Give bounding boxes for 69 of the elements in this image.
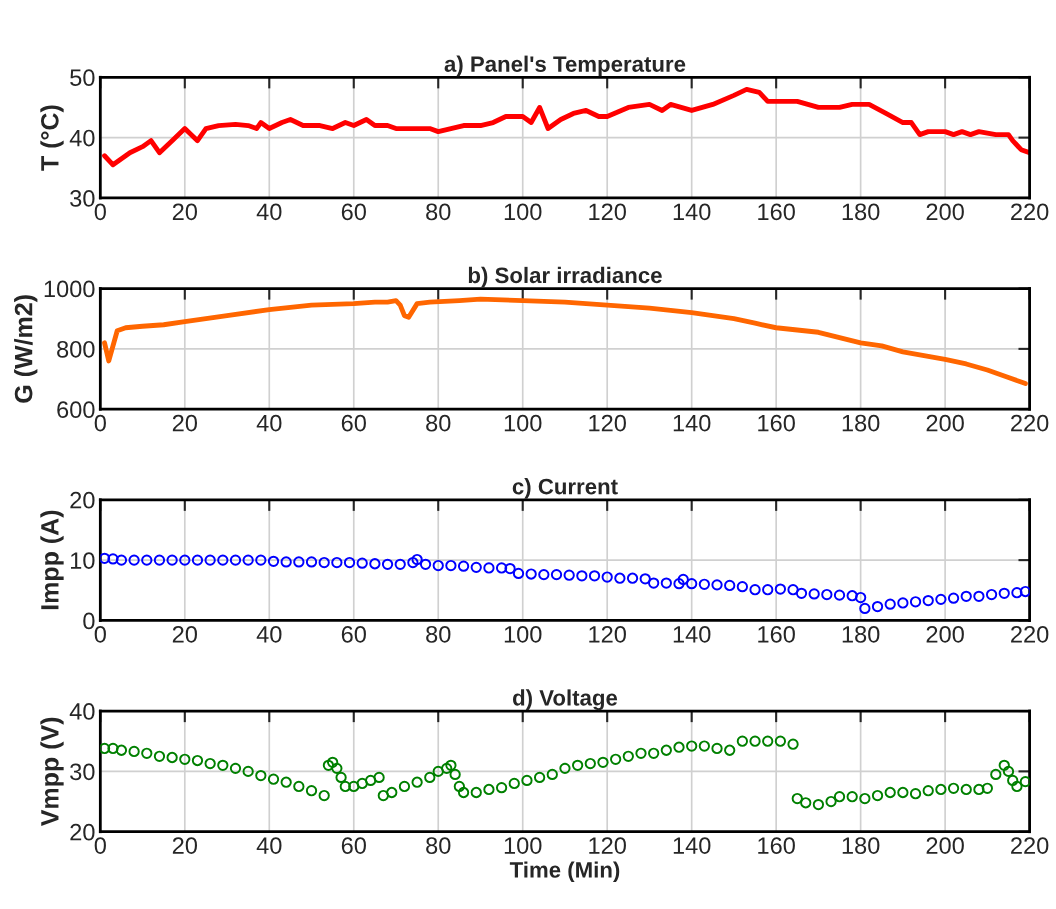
x-tick-label: 0 [94, 414, 106, 432]
y-tick-label: 30 [70, 763, 95, 781]
x-tick-label: 120 [589, 203, 626, 221]
y-tick-label: 600 [57, 401, 95, 419]
x-tick-label: 160 [758, 414, 795, 432]
y-tick-label: 10 [71, 552, 95, 569]
x-tick-label: 160 [758, 625, 795, 643]
x-tick-label: 180 [842, 625, 880, 643]
x-tick-label: 40 [256, 203, 282, 221]
x-tick-label: 80 [426, 837, 451, 854]
y-tick-label: 20 [70, 823, 95, 841]
y-axis-title: Impp (A) [40, 510, 64, 610]
chart-title: d) Voltage [512, 689, 618, 711]
x-tick-label: 120 [589, 414, 626, 432]
y-axis-title: Vmpp (V) [40, 717, 64, 827]
x-tick-label: 80 [426, 625, 451, 643]
x-tick-label: 140 [673, 837, 711, 854]
chart-title: c) Current [512, 478, 618, 499]
x-tick-label: 100 [504, 414, 542, 432]
x-axis-title: Time (Min) [509, 861, 620, 883]
x-tick-label: 200 [926, 837, 964, 854]
x-tick-label: 120 [589, 625, 626, 643]
x-tick-label: 160 [758, 837, 795, 854]
x-tick-label: 60 [341, 837, 366, 854]
x-tick-label: 60 [341, 625, 366, 643]
x-tick-label: 180 [842, 837, 880, 854]
x-tick-label: 200 [926, 203, 964, 221]
x-tick-label: 140 [673, 203, 711, 221]
x-tick-label: 220 [1011, 203, 1049, 221]
x-tick-label: 200 [926, 625, 964, 643]
y-tick-label: 800 [57, 340, 95, 358]
x-tick-label: 20 [172, 414, 198, 432]
y-tick-label: 20 [70, 491, 95, 509]
y-tick-label: 30 [70, 190, 95, 207]
y-tick-label: 40 [69, 703, 95, 720]
x-tick-label: 220 [1011, 625, 1049, 643]
x-tick-label: 20 [172, 625, 198, 643]
x-tick-label: 0 [94, 625, 106, 643]
x-tick-label: 100 [504, 203, 542, 221]
x-tick-label: 20 [172, 837, 198, 854]
y-tick-label: 50 [70, 69, 95, 87]
x-tick-label: 200 [926, 414, 964, 432]
x-tick-label: 140 [673, 625, 711, 643]
x-tick-label: 40 [256, 414, 282, 432]
x-tick-label: 60 [341, 203, 366, 221]
x-tick-label: 60 [341, 414, 366, 432]
x-tick-label: 40 [256, 625, 282, 643]
x-tick-label: 160 [758, 203, 795, 221]
x-tick-label: 100 [504, 837, 542, 854]
x-tick-label: 0 [94, 203, 106, 221]
x-tick-label: 220 [1011, 837, 1049, 854]
x-tick-label: 40 [256, 837, 282, 854]
y-tick-label: 0 [83, 612, 95, 630]
chart-title: b) Solar irradiance [468, 266, 662, 288]
x-tick-label: 20 [172, 203, 198, 221]
x-tick-label: 220 [1011, 414, 1049, 432]
y-axis-title: T (°C) [40, 105, 64, 171]
chart-title: a) Panel's Temperature [444, 55, 686, 77]
x-tick-label: 120 [589, 837, 626, 854]
x-tick-label: 80 [426, 203, 451, 221]
x-tick-label: 140 [673, 414, 711, 432]
x-tick-label: 180 [842, 203, 880, 221]
x-tick-label: 80 [426, 414, 451, 432]
x-tick-label: 180 [842, 414, 880, 432]
y-axis-title: G (W/m2) [14, 295, 38, 403]
x-tick-label: 0 [94, 837, 106, 854]
y-tick-label: 40 [69, 129, 95, 147]
y-tick-label: 1000 [44, 280, 95, 298]
x-tick-label: 100 [504, 625, 542, 643]
